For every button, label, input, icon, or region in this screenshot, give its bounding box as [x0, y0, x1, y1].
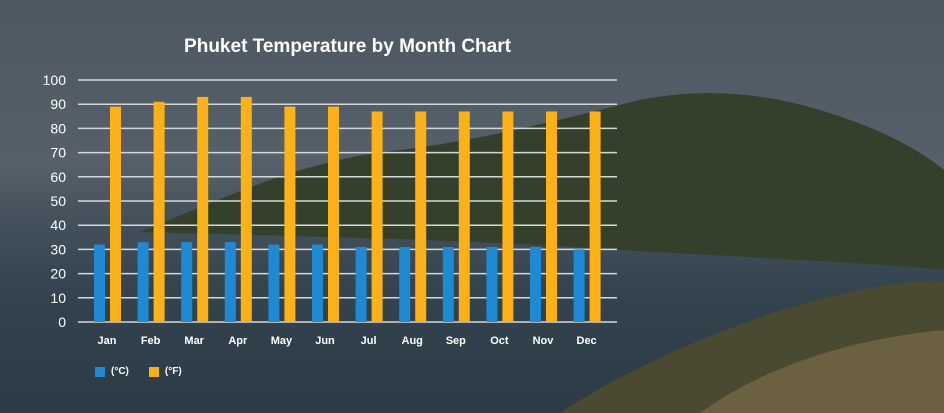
bar-celsius-dec	[573, 249, 585, 322]
y-tick-label: 0	[58, 314, 66, 330]
bar-celsius-feb	[137, 242, 149, 322]
bar-fahrenheit-jun	[328, 106, 339, 323]
x-tick-label: Oct	[490, 335, 509, 347]
legend-label-fahrenheit: (°F)	[164, 366, 182, 377]
bar-celsius-nov	[530, 246, 541, 322]
bar-celsius-aug	[399, 246, 411, 322]
bar-fahrenheit-sep	[458, 111, 470, 323]
bar-fahrenheit-may	[284, 106, 296, 323]
legend-item-fahrenheit[interactable]: (°F)	[148, 366, 182, 377]
bar-fahrenheit-nov	[546, 111, 557, 323]
bar-fahrenheit-apr	[240, 96, 252, 322]
y-tick-label: 80	[50, 120, 66, 136]
y-tick-label: 30	[50, 241, 66, 257]
y-tick-label: 10	[50, 290, 66, 306]
y-tick-label: 20	[50, 266, 66, 282]
bar-fahrenheit-feb	[153, 101, 165, 322]
y-tick-label: 90	[50, 96, 66, 112]
bar-celsius-jul	[355, 246, 367, 322]
legend-swatch-celsius	[95, 366, 105, 377]
x-tick-label: Nov	[533, 335, 555, 347]
x-tick-label: Jan	[98, 335, 117, 347]
bar-fahrenheit-jan	[110, 106, 121, 323]
legend: (°C) (°F)	[95, 366, 182, 377]
chart-title: Phuket Temperature by Month Chart	[184, 36, 511, 57]
y-tick-label: 100	[43, 72, 67, 88]
bar-celsius-jun	[312, 244, 323, 322]
foreground-grass	[700, 330, 944, 413]
y-tick-label: 70	[50, 145, 66, 161]
legend-item-celsius[interactable]: (°C)	[95, 366, 129, 377]
y-tick-label: 40	[50, 217, 66, 233]
x-tick-label: Dec	[577, 335, 597, 347]
x-tick-label: Apr	[228, 335, 248, 347]
bar-fahrenheit-dec	[589, 111, 601, 323]
x-tick-label: Jul	[361, 335, 377, 347]
bar-celsius-oct	[486, 246, 498, 322]
legend-swatch-fahrenheit	[148, 366, 159, 377]
y-tick-label: 50	[50, 193, 66, 209]
x-tick-label: Mar	[184, 335, 204, 347]
bar-celsius-mar	[181, 242, 193, 322]
bar-celsius-may	[268, 244, 280, 322]
x-tick-label: Aug	[402, 335, 423, 347]
x-tick-label: Feb	[141, 335, 161, 347]
legend-label-celsius: (°C)	[111, 366, 129, 377]
x-tick-label: Sep	[446, 335, 466, 347]
bar-fahrenheit-mar	[197, 96, 209, 322]
x-tick-label: May	[271, 335, 293, 347]
y-tick-label: 60	[50, 169, 66, 185]
bar-fahrenheit-jul	[371, 111, 383, 323]
x-tick-label: Jun	[315, 335, 335, 347]
bar-celsius-apr	[224, 242, 236, 322]
bar-celsius-sep	[442, 246, 454, 322]
bar-celsius-jan	[94, 244, 105, 322]
bar-fahrenheit-aug	[415, 111, 427, 323]
bar-fahrenheit-oct	[502, 111, 514, 323]
